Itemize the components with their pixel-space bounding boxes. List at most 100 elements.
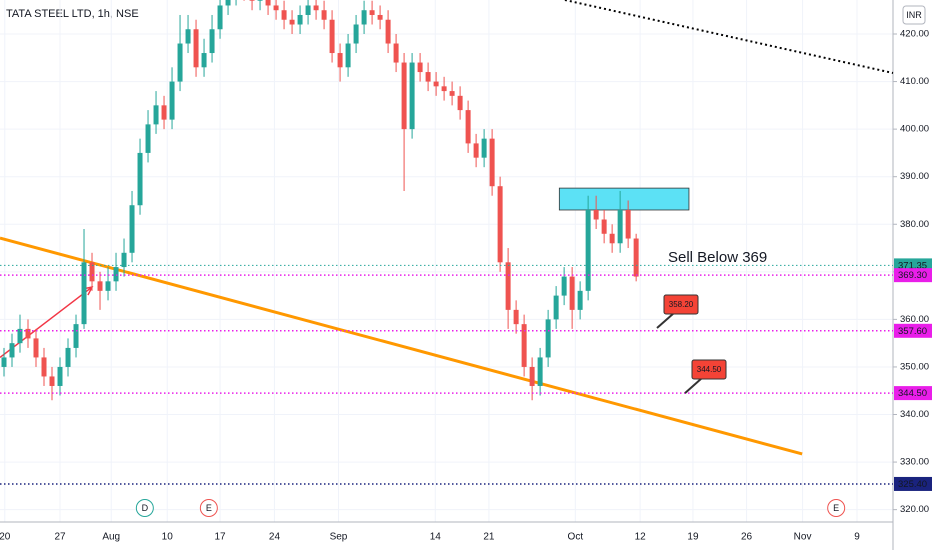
candle-body bbox=[329, 19, 335, 54]
candle-body bbox=[225, 0, 231, 6]
event-label: E bbox=[833, 503, 839, 513]
y-tick-label: 410.00 bbox=[900, 76, 929, 87]
candle-body bbox=[353, 24, 359, 44]
trendline bbox=[0, 236, 803, 456]
candle-body bbox=[209, 29, 215, 54]
candle-body bbox=[337, 53, 343, 68]
candle-body bbox=[497, 186, 503, 263]
event-marker bbox=[199, 499, 218, 517]
x-tick-label: 20 bbox=[0, 532, 11, 543]
x-tick-label: 21 bbox=[483, 532, 495, 543]
candle-body bbox=[569, 276, 575, 310]
candle-body bbox=[289, 19, 295, 25]
candle-body bbox=[305, 5, 311, 15]
candle-body bbox=[561, 276, 567, 296]
candle-body bbox=[393, 43, 399, 63]
price-label-box bbox=[894, 323, 932, 338]
chart-title: TATA STEEL LTD, 1h, NSE bbox=[6, 8, 139, 20]
candle-body bbox=[65, 347, 71, 367]
price-label: 357.60 bbox=[898, 326, 927, 337]
callout-box bbox=[663, 294, 699, 315]
price-label-box bbox=[894, 476, 932, 491]
candle-body bbox=[361, 10, 367, 25]
candle-body bbox=[25, 328, 31, 339]
x-tick-label: Nov bbox=[794, 532, 812, 543]
candle-body bbox=[265, 0, 271, 6]
candle-body bbox=[129, 205, 135, 253]
candle-body bbox=[33, 338, 39, 358]
candle-body bbox=[601, 219, 607, 234]
x-tick-label: 17 bbox=[214, 532, 226, 543]
candle-body bbox=[473, 143, 479, 158]
candle-body bbox=[193, 29, 199, 68]
callout-label: 358.20 bbox=[669, 300, 694, 309]
candle-body bbox=[97, 281, 103, 291]
y-tick-label: 420.00 bbox=[900, 29, 929, 40]
candle-body bbox=[89, 262, 95, 282]
candle-body bbox=[489, 138, 495, 187]
candle-body bbox=[625, 209, 631, 239]
candle-body bbox=[177, 43, 183, 82]
y-tick-label: 330.00 bbox=[900, 457, 929, 468]
x-tick-label: 9 bbox=[854, 532, 860, 543]
price-label: 371.35 bbox=[898, 260, 927, 271]
candle-body bbox=[169, 81, 175, 120]
y-tick-label: 350.00 bbox=[900, 361, 929, 372]
candle-body bbox=[49, 376, 55, 386]
candle-body bbox=[481, 138, 487, 158]
candle-body bbox=[609, 233, 615, 244]
candle-body bbox=[545, 319, 551, 358]
candle-body bbox=[553, 295, 559, 320]
x-tick-label: 14 bbox=[430, 532, 442, 543]
candle-body bbox=[449, 91, 455, 96]
currency-label: INR bbox=[906, 10, 922, 20]
candle-body bbox=[585, 209, 591, 291]
event-marker bbox=[827, 499, 846, 517]
x-tick-label: Aug bbox=[102, 532, 120, 543]
y-tick-label: 320.00 bbox=[900, 504, 929, 515]
candle-body bbox=[105, 281, 111, 291]
candle-body bbox=[441, 86, 447, 92]
candle-body bbox=[401, 62, 407, 130]
x-tick-label: Sep bbox=[330, 532, 348, 543]
x-tick-label: 24 bbox=[269, 532, 281, 543]
candle-body bbox=[505, 262, 511, 310]
candle-body bbox=[297, 14, 303, 25]
price-label-box bbox=[894, 386, 932, 401]
candle-body bbox=[377, 14, 383, 20]
price-label: 325.40 bbox=[898, 479, 927, 490]
candle-body bbox=[121, 252, 127, 268]
candle-body bbox=[57, 366, 63, 386]
candle-body bbox=[145, 124, 151, 153]
candle-body bbox=[529, 366, 535, 386]
callout-pointer bbox=[656, 312, 675, 329]
y-tick-label: 340.00 bbox=[900, 409, 929, 420]
candle-body bbox=[201, 53, 207, 68]
dotted-trendline bbox=[564, 0, 894, 74]
candle-body bbox=[17, 328, 23, 344]
y-tick-label: 400.00 bbox=[900, 124, 929, 135]
candle-body bbox=[153, 105, 159, 125]
candle-body bbox=[457, 95, 463, 111]
arrow-line bbox=[0, 286, 93, 359]
price-label-box bbox=[894, 268, 932, 283]
candle-body bbox=[521, 324, 527, 367]
currency-box bbox=[902, 5, 926, 25]
annotation: Sell Below 369 bbox=[668, 249, 767, 266]
candle-body bbox=[185, 29, 191, 44]
price-label: 369.30 bbox=[898, 270, 927, 281]
zone-box bbox=[558, 187, 690, 211]
candle-body bbox=[1, 357, 7, 367]
candle-body bbox=[425, 72, 431, 82]
candle-body bbox=[73, 324, 79, 348]
candle-body bbox=[41, 357, 47, 377]
event-label: E bbox=[206, 503, 212, 513]
y-tick-label: 360.00 bbox=[900, 314, 929, 325]
candle-body bbox=[161, 105, 167, 120]
x-tick-label: 19 bbox=[687, 532, 699, 543]
callout-box bbox=[691, 359, 727, 380]
x-tick-label: 26 bbox=[741, 532, 753, 543]
candle-body bbox=[113, 267, 119, 282]
y-tick-label: 390.00 bbox=[900, 171, 929, 182]
